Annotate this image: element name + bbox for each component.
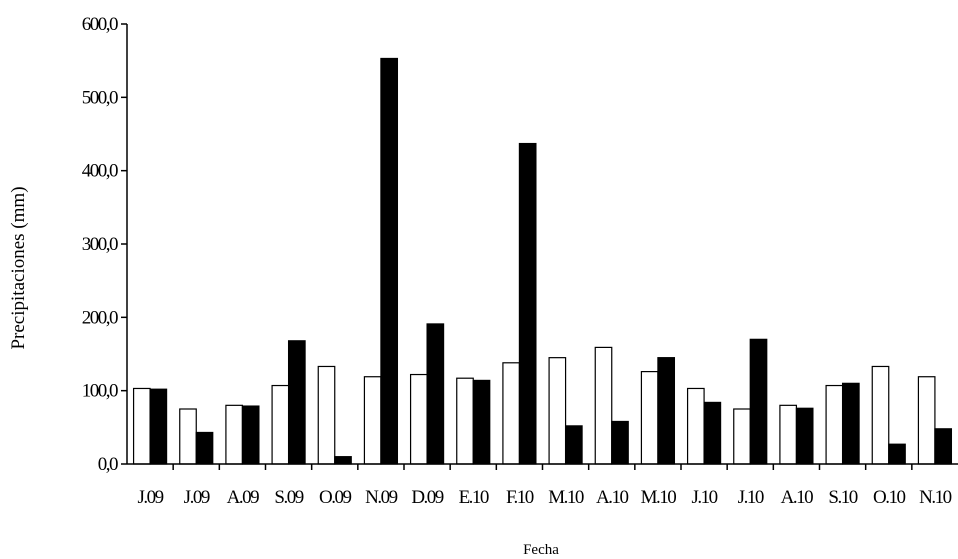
x-axis-ticks xyxy=(172,464,913,470)
bar-series-2 xyxy=(841,382,860,465)
y-tick-label: 600,0 xyxy=(82,14,118,35)
bar-series-1 xyxy=(456,377,474,465)
x-tick-label: N.09 xyxy=(365,487,397,508)
bar-series-1 xyxy=(317,365,336,465)
bar-series-1 xyxy=(733,408,751,465)
x-tick-label: F.10 xyxy=(506,487,534,508)
y-tick-label: 100,0 xyxy=(82,381,118,402)
bar-series-2 xyxy=(657,357,676,465)
x-tick-label: J.10 xyxy=(738,487,764,508)
x-axis-title: Fecha xyxy=(523,542,559,558)
bar-series-1 xyxy=(271,384,290,465)
bar-series-2 xyxy=(195,431,214,465)
bar-series-1 xyxy=(225,404,244,465)
y-axis-tick-labels: 0,0 100,0 200,0 300,0 400,0 500,0 600,0 xyxy=(82,14,120,475)
x-tick-label: A.10 xyxy=(596,487,628,508)
bar-series-1 xyxy=(409,373,428,465)
bar-series-2 xyxy=(149,388,168,465)
bar-series-2 xyxy=(611,420,629,465)
x-tick-label: O.09 xyxy=(319,487,351,508)
bar-series-2 xyxy=(472,379,491,465)
bar-series-1 xyxy=(640,371,659,465)
bar-series-2 xyxy=(426,323,445,465)
x-tick-label: O.10 xyxy=(873,487,905,508)
x-tick-label: M.10 xyxy=(641,487,677,508)
x-axis-tick-labels: J.09 J.09 A.09 S.09 O.09 N.09 D.09 E.10 F.10 M.10… xyxy=(138,487,954,508)
bar-series xyxy=(132,57,953,465)
x-tick-label: A.09 xyxy=(227,487,259,508)
x-tick-label: J.09 xyxy=(184,487,210,508)
bar-series-2 xyxy=(334,456,352,465)
y-tick-label: 400,0 xyxy=(82,161,118,182)
bar-series-2 xyxy=(934,428,953,465)
bar-series-1 xyxy=(686,387,705,465)
x-tick-label: A.10 xyxy=(781,487,813,508)
bar-series-2 xyxy=(749,338,768,465)
bar-series-2 xyxy=(703,401,722,465)
bar-series-2 xyxy=(888,443,906,465)
x-tick-label: M.10 xyxy=(548,487,584,508)
x-tick-label: N.10 xyxy=(919,487,951,508)
bar-series-1 xyxy=(871,365,890,465)
x-tick-label: J.10 xyxy=(692,487,718,508)
bar-series-2 xyxy=(287,340,306,465)
bar-series-2 xyxy=(518,142,537,465)
y-axis-title: Precipitaciones (mm) xyxy=(8,186,29,349)
bar-series-2 xyxy=(380,57,399,465)
bar-series-1 xyxy=(502,362,521,465)
bar-series-1 xyxy=(363,376,382,465)
y-tick-label: 0,0 xyxy=(98,454,118,475)
bar-series-1 xyxy=(179,408,197,465)
y-tick-label: 500,0 xyxy=(82,87,118,108)
bar-series-1 xyxy=(825,384,844,465)
x-tick-label: E.10 xyxy=(459,487,489,508)
x-tick-label: D.09 xyxy=(411,487,443,508)
x-tick-label: S.10 xyxy=(828,487,857,508)
bar-series-1 xyxy=(594,346,613,465)
y-axis-ticks xyxy=(121,23,127,465)
bar-series-2 xyxy=(564,425,583,465)
bar-series-1 xyxy=(132,387,151,465)
bar-series-2 xyxy=(241,405,260,465)
bar-series-1 xyxy=(917,376,936,465)
bar-series-1 xyxy=(548,357,567,465)
y-tick-label: 200,0 xyxy=(82,307,118,328)
x-tick-label: S.09 xyxy=(274,487,303,508)
bar-series-2 xyxy=(795,407,814,465)
bar-series-1 xyxy=(779,404,798,465)
x-tick-label: J.09 xyxy=(138,487,164,508)
y-tick-label: 300,0 xyxy=(82,234,118,255)
